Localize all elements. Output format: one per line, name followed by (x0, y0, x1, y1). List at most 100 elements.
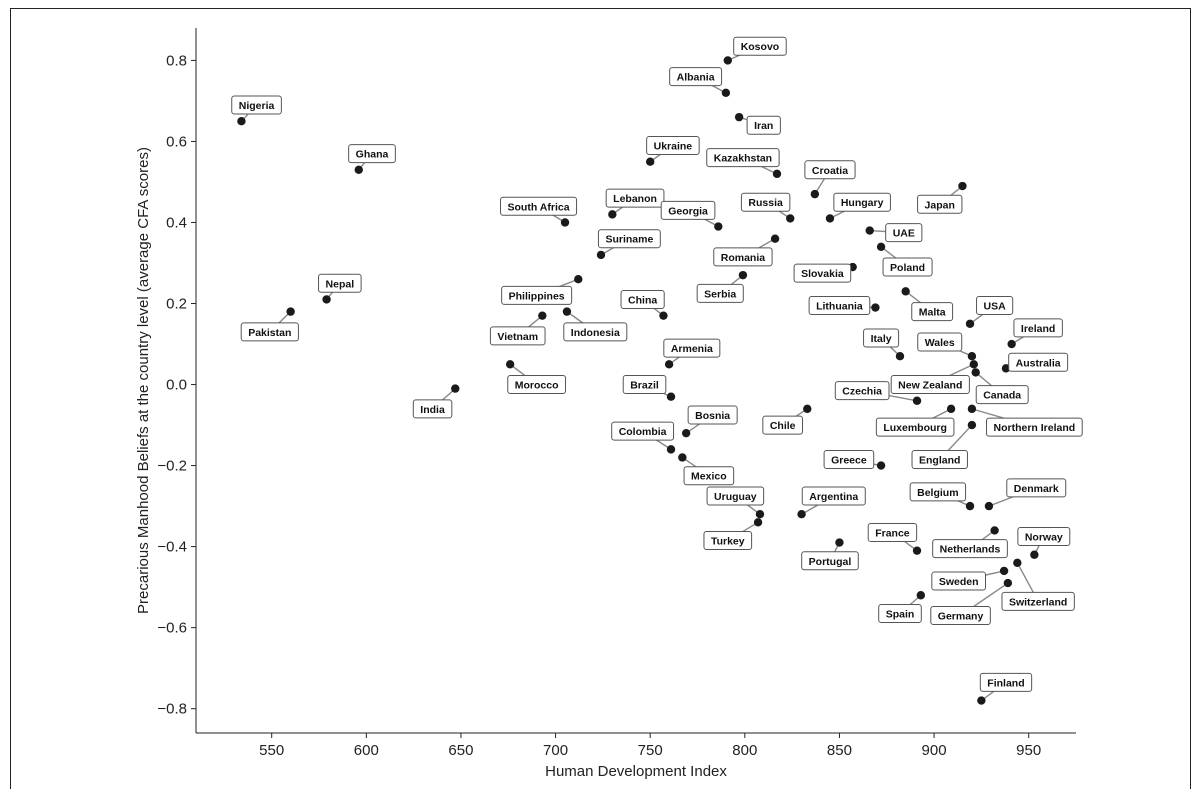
y-tick-label: 0.0 (166, 377, 187, 394)
country-label-text: Malta (919, 307, 946, 319)
country-label-text: Pakistan (248, 327, 291, 339)
data-point (990, 526, 999, 535)
country-label: Finland (979, 672, 1033, 692)
data-point (734, 112, 744, 122)
data-point (772, 169, 782, 179)
country-label: Mexico (683, 466, 735, 486)
country-label-text: Denmark (1014, 483, 1059, 495)
country-label: Italy (863, 328, 900, 348)
country-label-text: Greece (831, 455, 867, 467)
label-box (801, 551, 859, 571)
data-point (965, 501, 975, 511)
country-label: Philippines (501, 285, 573, 305)
country-label-text: Indonesia (571, 327, 620, 339)
label-box (620, 289, 665, 309)
data-point (969, 360, 979, 369)
data-point (916, 591, 926, 600)
country-label: Russia (740, 192, 791, 212)
label-box (348, 144, 396, 164)
label-box (804, 160, 856, 180)
data-point (237, 116, 246, 126)
country-label-text: USA (984, 301, 1007, 313)
label-box (917, 332, 963, 352)
data-point (1001, 364, 1011, 373)
country-label-text: Lebanon (613, 193, 657, 205)
country-label-text: Netherlands (940, 544, 1001, 556)
data-point (865, 226, 874, 235)
x-tick-label: 750 (638, 742, 663, 759)
data-point (967, 420, 977, 430)
label-box (1017, 526, 1071, 546)
x-tick-label: 600 (354, 742, 379, 759)
country-label: Czechia (834, 381, 890, 401)
x-tick-label: 550 (259, 742, 284, 759)
y-tick-label: 0.6 (166, 133, 187, 150)
country-label: Uruguay (706, 486, 765, 506)
country-label: Suriname (597, 229, 661, 249)
country-label-text: Sweden (939, 576, 979, 588)
label-box (823, 450, 875, 470)
country-label-text: Wales (925, 337, 955, 349)
country-label: Norway (1017, 526, 1071, 546)
country-label: Nepal (318, 273, 362, 293)
label-box (489, 326, 546, 346)
label-box (713, 247, 773, 267)
label-box (976, 296, 1014, 316)
label-box (1006, 478, 1067, 498)
label-box (663, 338, 721, 358)
country-label: UAE (885, 223, 923, 243)
label-box (318, 273, 362, 293)
country-label-text: South Africa (508, 201, 570, 213)
data-point (286, 307, 295, 316)
country-label-text: Italy (871, 333, 892, 345)
country-label-text: Bosnia (695, 410, 730, 422)
country-label: France (867, 522, 918, 542)
y-tick-label: −0.6 (157, 620, 187, 637)
country-label-text: Argentina (809, 491, 858, 503)
label-box (706, 148, 780, 168)
country-label-text: India (420, 404, 445, 416)
country-label-text: Albania (677, 72, 715, 84)
data-point (999, 566, 1009, 576)
y-tick-label: 0.4 (166, 214, 187, 231)
data-point (967, 404, 977, 414)
country-label-text: Georgia (668, 205, 708, 217)
data-point (825, 214, 835, 223)
country-label-text: Philippines (509, 290, 565, 302)
country-label-text: Nepal (326, 278, 355, 290)
country-label: Wales (917, 332, 963, 352)
country-label: Vietnam (489, 326, 546, 346)
label-box (932, 539, 1008, 559)
country-label: Switzerland (1001, 591, 1075, 611)
data-point (786, 214, 795, 223)
country-label: Australia (1008, 352, 1069, 372)
label-box (875, 417, 955, 437)
data-point (1003, 578, 1013, 588)
country-label: Lebanon (605, 188, 665, 208)
country-label: Japan (917, 194, 963, 214)
data-point (560, 218, 570, 227)
label-box (917, 194, 963, 214)
label-box (931, 571, 987, 591)
data-point (574, 275, 583, 284)
y-tick-label: −0.4 (157, 539, 187, 556)
data-points (237, 56, 1039, 705)
data-point (971, 368, 980, 377)
label-box (501, 285, 573, 305)
country-label-text: Finland (987, 677, 1024, 689)
country-labels: Nigeria Ghana Nepal Pakistan India Morocco Vie… (231, 36, 1083, 692)
data-point (946, 404, 956, 414)
label-box (979, 672, 1033, 692)
data-point (645, 157, 655, 166)
data-point (723, 56, 732, 65)
data-point (354, 165, 363, 175)
country-label: New Zealand (890, 375, 970, 395)
data-point (977, 696, 986, 705)
label-box (793, 263, 852, 283)
country-label-text: Poland (890, 262, 925, 274)
label-box (833, 192, 891, 212)
label-box (801, 486, 866, 506)
country-label: Iran (746, 115, 781, 135)
country-label-text: Mexico (691, 471, 727, 483)
country-label-text: Slovakia (801, 268, 844, 280)
